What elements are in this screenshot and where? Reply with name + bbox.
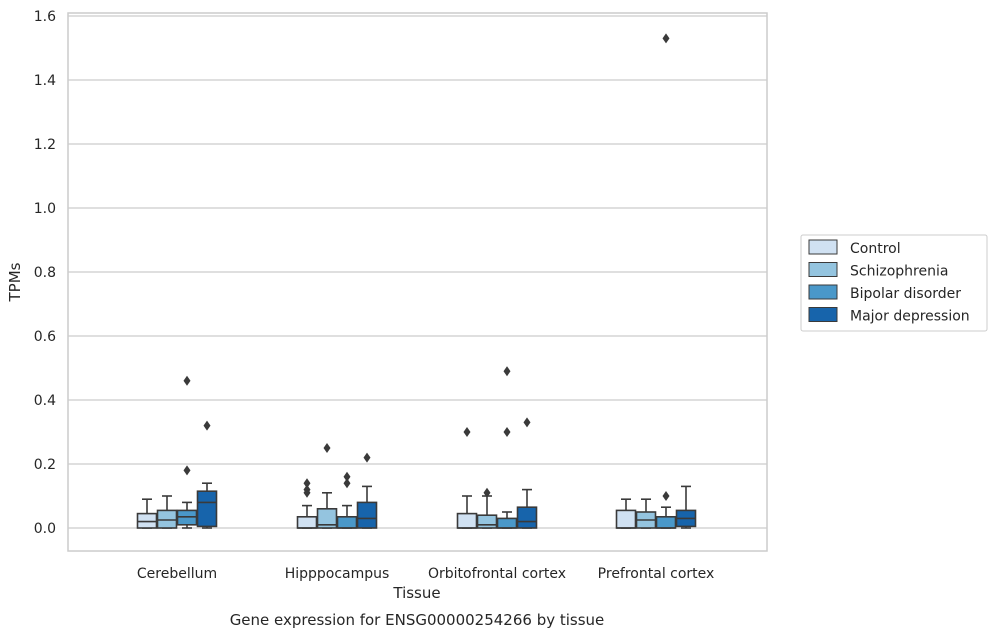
- x-tick-label: Hipppocampus: [285, 566, 390, 582]
- legend-label: Control: [850, 241, 901, 257]
- outlier-point: [662, 491, 670, 501]
- y-axis-title: TPMs: [6, 262, 24, 302]
- x-axis-title: Tissue: [392, 584, 440, 602]
- box-schizophrenia: [635, 498, 657, 529]
- legend-label: Schizophrenia: [850, 264, 948, 280]
- outlier-point: [463, 427, 471, 437]
- box-bipolar-disorder: [496, 366, 518, 529]
- box-control: [296, 478, 318, 529]
- outlier-point: [503, 366, 511, 377]
- box-bipolar-disorder: [176, 375, 198, 529]
- x-tick-label: Cerebellum: [137, 566, 217, 582]
- outlier-point: [203, 420, 211, 431]
- box-schizophrenia: [156, 495, 178, 529]
- boxes: [136, 33, 697, 529]
- legend-label: Bipolar disorder: [850, 286, 961, 302]
- box-major-depression: [356, 452, 378, 529]
- plot-area-frame: [67, 12, 768, 552]
- box-schizophrenia: [476, 487, 498, 529]
- box-bipolar-disorder: [655, 33, 677, 529]
- x-tick-labels: Cerebellum Hipppocampus Orbitofrontal cort…: [137, 566, 714, 582]
- box-iqr: [615, 509, 637, 529]
- y-tick-label: 1.6: [34, 9, 56, 25]
- box-iqr: [296, 515, 318, 529]
- x-tick-label: Orbitofrontal cortex: [428, 566, 566, 582]
- box-schizophrenia: [316, 443, 338, 529]
- box-major-depression: [196, 420, 218, 529]
- legend: Control Schizophrenia Bipolar disorder Majo…: [800, 234, 988, 332]
- y-tick-label: 0.2: [34, 457, 56, 473]
- y-tick-label: 1.4: [34, 73, 56, 89]
- legend-frame: [800, 234, 988, 332]
- legend-label: Major depression: [850, 309, 970, 325]
- y-tick-labels: 0.0 0.2 0.4 0.6 0.8 1.0 1.2 1.4 1.6: [34, 9, 56, 537]
- outlier-point: [303, 478, 311, 489]
- outlier-point: [323, 443, 331, 453]
- gridlines: [68, 15, 767, 529]
- legend-swatch: [808, 239, 838, 255]
- box-iqr: [476, 514, 498, 529]
- outlier-point: [523, 417, 531, 428]
- legend-swatch: [808, 284, 838, 300]
- box-control: [136, 498, 158, 529]
- chart-title: Gene expression for ENSG00000254266 by t…: [230, 611, 605, 629]
- legend-swatch: [808, 307, 838, 322]
- box-iqr: [196, 490, 218, 528]
- box-iqr: [356, 501, 378, 529]
- box-control: [615, 498, 637, 529]
- box-iqr: [516, 506, 538, 529]
- box-major-depression: [675, 485, 697, 529]
- box-control: [456, 427, 478, 529]
- box-bipolar-disorder: [336, 471, 358, 529]
- outlier-point: [343, 478, 351, 489]
- outlier-point: [303, 484, 311, 495]
- x-tick-label: Prefrontal cortex: [598, 566, 715, 582]
- box-iqr: [456, 512, 478, 529]
- y-tick-label: 0.4: [34, 393, 56, 409]
- box-iqr: [336, 515, 358, 529]
- y-tick-label: 1.0: [34, 201, 56, 217]
- outlier-point: [363, 452, 371, 463]
- outlier-point: [183, 465, 191, 476]
- box-iqr: [655, 515, 677, 529]
- box-iqr: [316, 507, 338, 529]
- outlier-point: [343, 471, 351, 482]
- outlier-point: [483, 487, 491, 498]
- box-major-depression: [516, 417, 538, 529]
- box-iqr: [496, 517, 518, 529]
- outlier-point: [503, 427, 511, 437]
- outlier-point: [183, 375, 191, 386]
- y-tick-label: 0.0: [34, 521, 56, 537]
- outlier-point: [662, 33, 670, 44]
- y-tick-label: 0.6: [34, 329, 56, 345]
- y-tick-label: 1.2: [34, 137, 56, 153]
- legend-swatch: [808, 262, 838, 277]
- y-tick-label: 0.8: [34, 265, 56, 281]
